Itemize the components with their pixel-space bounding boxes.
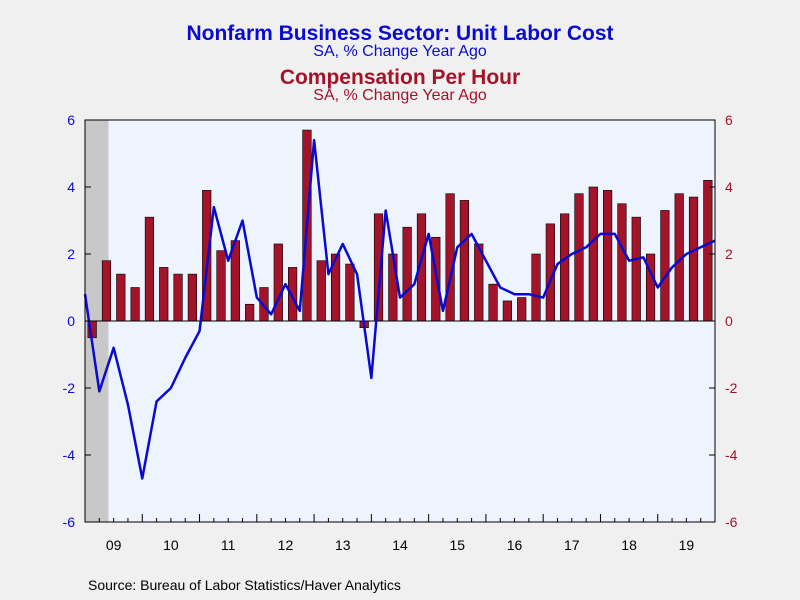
x-tick-label: 09 bbox=[106, 537, 122, 553]
bar bbox=[517, 297, 527, 322]
x-tick-label: 16 bbox=[507, 537, 523, 553]
bar bbox=[588, 186, 598, 322]
x-tick-label: 15 bbox=[449, 537, 465, 553]
chart-title-2: Compensation Per Hour bbox=[280, 66, 520, 89]
bar bbox=[617, 203, 627, 322]
bar bbox=[531, 253, 541, 322]
y-tick-label-right: -6 bbox=[725, 514, 738, 530]
bar bbox=[245, 303, 255, 322]
bar bbox=[216, 250, 226, 322]
bar bbox=[688, 196, 699, 322]
bar bbox=[101, 260, 112, 322]
source-note: Source: Bureau of Labor Statistics/Haver… bbox=[88, 577, 401, 593]
line-series-unit-labor-cost bbox=[83, 138, 716, 480]
x-tick-label: 14 bbox=[392, 537, 408, 553]
x-tick-label: 19 bbox=[679, 537, 695, 553]
x-tick-label: 12 bbox=[278, 537, 294, 553]
y-tick-label-left: 0 bbox=[67, 313, 75, 329]
y-tick-label-left: -6 bbox=[63, 514, 76, 530]
bar bbox=[631, 216, 641, 322]
bar bbox=[388, 253, 398, 322]
y-tick-label-left: 6 bbox=[67, 112, 75, 128]
y-tick-label-left: 2 bbox=[67, 246, 75, 262]
bar bbox=[144, 216, 155, 322]
bar bbox=[445, 193, 455, 322]
plot-frame bbox=[84, 119, 716, 523]
y-tick-label-right: -4 bbox=[725, 447, 738, 463]
bar bbox=[159, 267, 169, 322]
bar bbox=[703, 180, 713, 322]
x-tick-label: 17 bbox=[564, 537, 580, 553]
bar bbox=[502, 300, 512, 322]
y-tick-label-left: -2 bbox=[63, 380, 76, 396]
bar bbox=[660, 210, 670, 322]
x-tick-label: 13 bbox=[335, 537, 351, 553]
bar bbox=[273, 243, 283, 322]
y-tick-label-right: 0 bbox=[725, 313, 733, 329]
bar bbox=[173, 273, 183, 322]
x-tick-label: 11 bbox=[221, 537, 236, 553]
bar bbox=[130, 287, 140, 322]
bar bbox=[488, 283, 498, 322]
chart-title: Nonfarm Business Sector: Unit Labor Cost bbox=[186, 22, 613, 45]
bar bbox=[603, 190, 613, 322]
y-tick-label-right: 4 bbox=[725, 179, 733, 195]
chart-subtitle: SA, % Change Year Ago bbox=[313, 43, 487, 60]
chart-titles: Nonfarm Business Sector: Unit Labor Cost… bbox=[186, 22, 613, 104]
bar bbox=[402, 226, 412, 322]
x-axis: 09 10 11 12 13 14 15 16 17 18 19 bbox=[84, 514, 716, 553]
bar bbox=[459, 200, 470, 322]
bar bbox=[345, 263, 355, 322]
bar bbox=[574, 193, 584, 322]
bar bbox=[560, 213, 570, 322]
y-tick-label-left: 4 bbox=[67, 179, 75, 195]
y-tick-label-right: -2 bbox=[725, 380, 738, 396]
x-tick-label: 10 bbox=[163, 537, 179, 553]
y-tick-label-right: 6 bbox=[725, 112, 733, 128]
y-tick-label-left: -4 bbox=[63, 447, 76, 463]
y-axis-left: -6 -4 -2 0 2 4 6 bbox=[63, 112, 91, 530]
x-tick-label: 18 bbox=[621, 537, 637, 553]
chart-subtitle-2: SA, % Change Year Ago bbox=[313, 87, 487, 104]
bar bbox=[116, 273, 126, 322]
y-tick-label-right: 2 bbox=[725, 246, 733, 262]
bar bbox=[187, 273, 197, 322]
bar bbox=[316, 260, 326, 322]
